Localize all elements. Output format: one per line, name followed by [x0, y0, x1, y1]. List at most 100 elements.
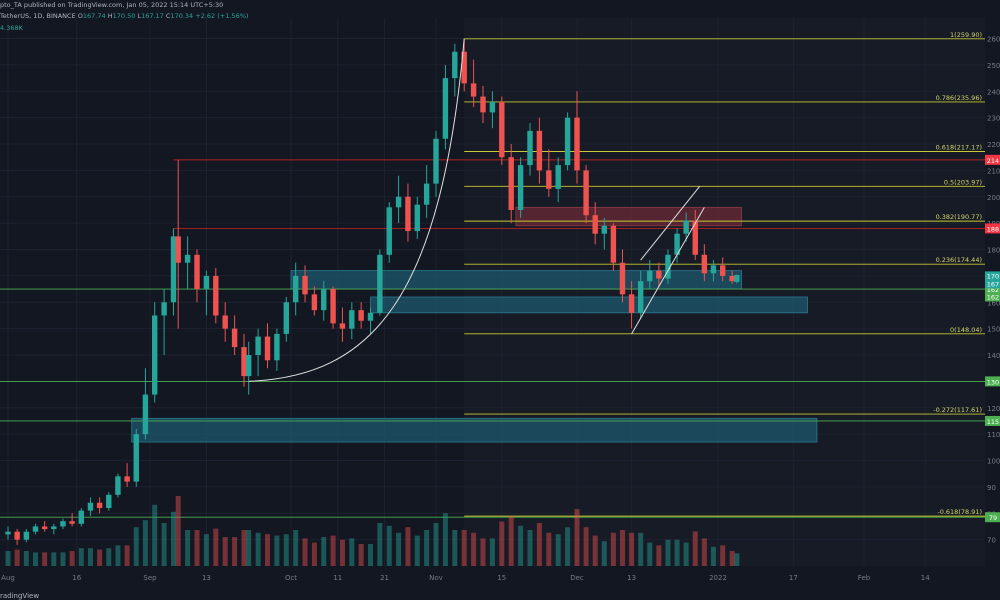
candle-body [734, 275, 740, 282]
candle-body [142, 394, 149, 435]
candle [274, 328, 280, 371]
candle [23, 529, 30, 543]
x-tick-label: 14 [921, 574, 930, 582]
fib-level-label: -0.272(117.61) [933, 406, 982, 414]
x-tick-label: Nov [429, 574, 443, 582]
fib-level-label: 0.382(190.77) [936, 213, 982, 221]
candle [564, 112, 571, 171]
candle-body [69, 521, 75, 524]
level-tag: 214 [985, 154, 1000, 165]
volume-bar [222, 537, 228, 566]
candle [124, 463, 130, 487]
y-tick-label: 160 [987, 299, 1000, 307]
candle-body [78, 510, 84, 524]
candle [78, 507, 84, 527]
price-tag-label: 167 [987, 280, 999, 288]
fib-level-label: -0.618(78.91) [937, 508, 982, 516]
level-tag-label: 188 [987, 225, 999, 233]
candle [170, 228, 177, 316]
volume-bar [729, 551, 735, 566]
candle [213, 267, 219, 324]
volume-bar [97, 549, 103, 566]
volume-bar [629, 532, 635, 566]
candle-body [213, 275, 219, 316]
x-tick-label: 2022 [709, 574, 727, 582]
x-tick-label: 21 [380, 574, 389, 582]
volume-bar [499, 521, 505, 566]
volume-bar [414, 535, 420, 566]
symbol-ohlc-line: TetherUS, 1D, BINANCE O167.74 H170.50 L1… [0, 12, 248, 20]
price-tag: 162 [985, 292, 1000, 302]
candle [536, 117, 543, 184]
candle-body [14, 531, 20, 540]
x-tick-label: Oct [285, 574, 297, 582]
candle [395, 175, 402, 224]
volume-bar [349, 538, 355, 566]
volume-bar [592, 535, 598, 566]
candle-body [231, 328, 238, 348]
fib-level-label: 1(259.90) [950, 31, 982, 39]
candle-body [470, 83, 477, 97]
candle-body [414, 204, 420, 232]
y-tick-label: 220 [987, 141, 1000, 149]
ohlc-close: 170.34 [170, 12, 194, 20]
x-tick-label: 17 [789, 574, 798, 582]
candle [423, 165, 430, 218]
volume-bar [638, 532, 644, 566]
level-tag-bg [985, 284, 1000, 295]
candle [508, 144, 514, 224]
candle [142, 368, 149, 440]
volume-bar [171, 511, 176, 566]
candle [489, 91, 496, 129]
candle [330, 286, 336, 329]
candle-body [546, 170, 552, 189]
volume-bar [424, 530, 430, 566]
candle-body [106, 494, 112, 508]
candle-body [115, 476, 121, 495]
candle-body [274, 333, 280, 361]
candle-body [87, 502, 94, 511]
volume-bar [720, 545, 726, 566]
volume-bar [274, 535, 280, 566]
candle [51, 523, 57, 535]
candle-body [330, 289, 336, 324]
candle [203, 270, 210, 316]
ohlc-open-label: O [77, 12, 83, 20]
candle-body [583, 170, 589, 216]
y-tick-label: 140 [987, 352, 1000, 360]
y-tick-label: 180 [987, 247, 1000, 255]
candle-body [246, 355, 252, 377]
candle-body [461, 51, 467, 84]
level-tag: 188 [985, 223, 1000, 234]
volume-bar [311, 542, 317, 566]
candle-body [5, 531, 11, 535]
candle [255, 328, 261, 377]
candle [184, 236, 191, 290]
candle [499, 96, 505, 166]
fib-level-label: 0.786(235.96) [936, 94, 982, 102]
candle [452, 43, 458, 97]
volume-bar [302, 538, 308, 566]
volume-bar [674, 539, 680, 566]
y-tick-label: 110 [987, 431, 1000, 439]
candle-body [729, 275, 735, 282]
price-tag: 170 [985, 271, 1000, 281]
candle [283, 297, 289, 342]
candle [106, 492, 112, 511]
candle [656, 262, 662, 287]
symbol-label: TetherUS, 1D, BINANCE [0, 12, 76, 20]
volume-bar [489, 538, 495, 566]
ohlc-open: 167.74 [82, 12, 106, 20]
candle [405, 183, 411, 242]
candle [574, 91, 580, 184]
candle-body [405, 196, 411, 232]
publisher-line: pto_TA published on TradingView.com, Jan… [0, 1, 224, 9]
y-tick-label: 260 [987, 36, 1000, 44]
candle-body [96, 502, 103, 508]
candle [729, 270, 735, 284]
price-tag-bg [985, 271, 1000, 281]
candle-body [574, 117, 580, 171]
volume-bar [610, 532, 616, 566]
x-tick-label: 15 [497, 574, 506, 582]
